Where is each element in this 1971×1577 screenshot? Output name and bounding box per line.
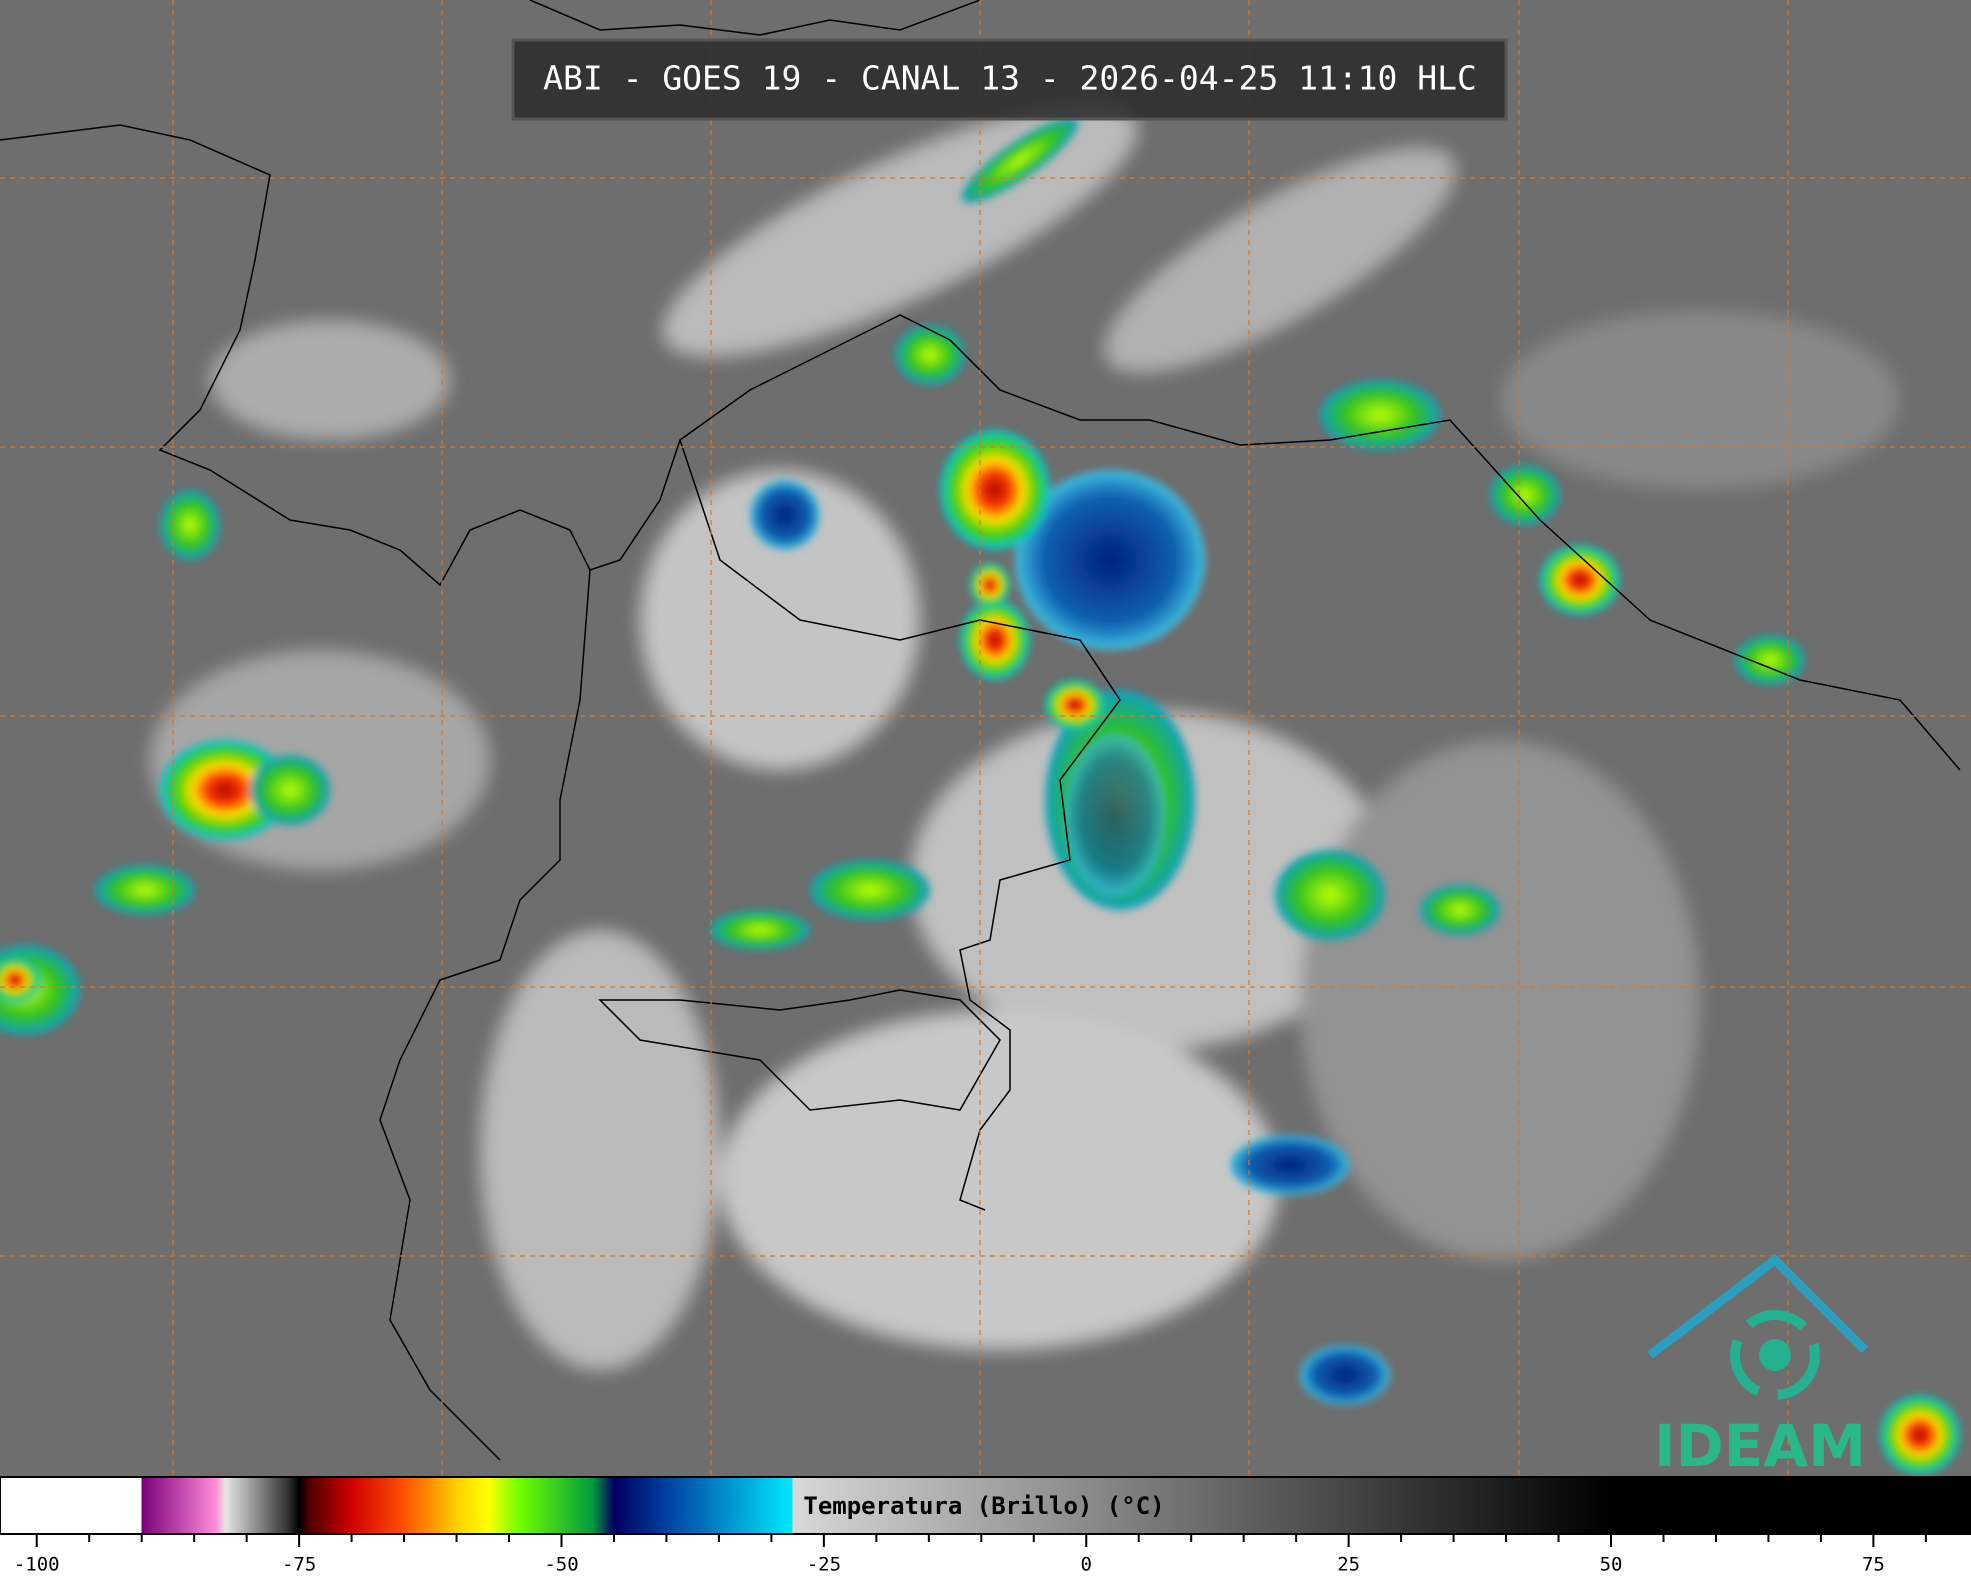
tick-label: -75 — [282, 1554, 316, 1576]
convective-cells — [0, 117, 1960, 1475]
logo-text: IDEAM — [1654, 1412, 1866, 1480]
tick-label: 50 — [1600, 1554, 1623, 1576]
title-box — [511, 38, 1508, 121]
colorbar-scale — [0, 1476, 1971, 1535]
clouds — [150, 103, 1900, 1370]
colorbar: Temperatura (Brillo) (°C) -100 -75 -50 -25 0 2… — [0, 1476, 1971, 1576]
tick-label: 0 — [1081, 1554, 1092, 1576]
graticule — [0, 0, 1971, 1477]
logo: IDEAM — [1647, 1254, 1869, 1480]
tick-label: -50 — [544, 1554, 578, 1576]
tick-label: -100 — [14, 1554, 60, 1576]
tick-label: -25 — [807, 1554, 841, 1576]
tick-label: 25 — [1337, 1554, 1360, 1576]
coastlines — [0, 0, 1961, 1461]
tick-label: 75 — [1862, 1554, 1885, 1576]
imagery — [0, 0, 1971, 1477]
title: ABI - GOES 19 - CANAL 13 - 2026-04-25 11… — [543, 59, 1477, 98]
colorbar-label: Temperatura (Brillo) (°C) — [803, 1492, 1164, 1520]
